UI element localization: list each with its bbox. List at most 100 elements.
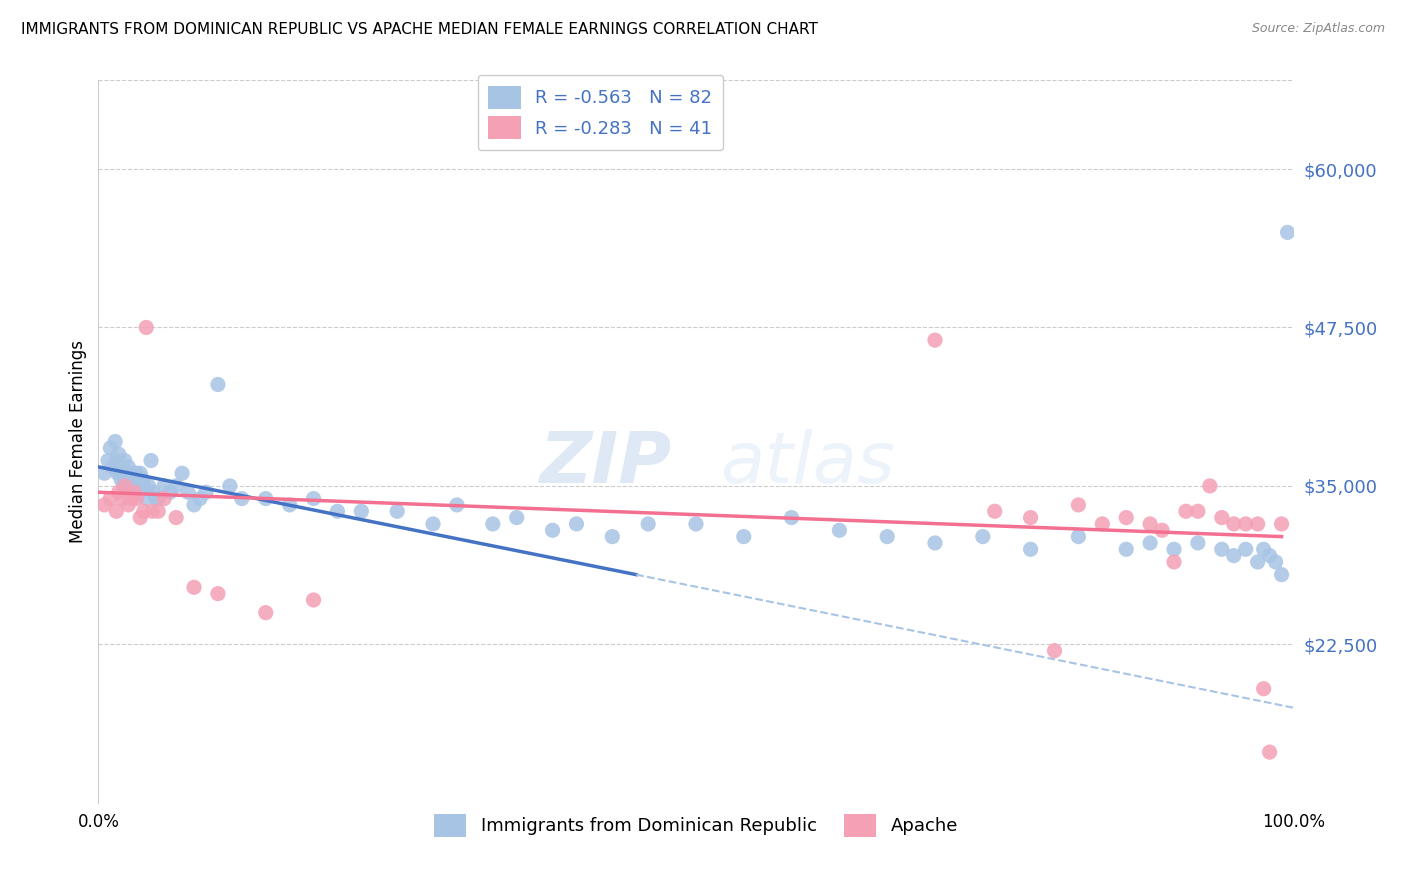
Point (219, 479, 242, 493)
Point (108, 467, 131, 481)
Point (138, 479, 160, 493)
Point (132, 504, 155, 518)
Text: Source: ZipAtlas.com: Source: ZipAtlas.com (1251, 22, 1385, 36)
Point (1067, 530, 1090, 544)
Point (278, 498, 301, 512)
Point (117, 498, 139, 512)
Point (125, 467, 148, 481)
Point (446, 498, 468, 512)
Point (121, 467, 143, 481)
Point (207, 587, 229, 601)
Point (828, 523, 851, 537)
Point (506, 510, 529, 524)
Point (117, 459, 139, 474)
Point (122, 479, 145, 493)
Point (105, 453, 128, 467)
Point (120, 479, 142, 493)
Point (984, 504, 1007, 518)
Point (1271, 516, 1294, 531)
Point (142, 485, 165, 500)
Point (1199, 479, 1222, 493)
Point (565, 516, 588, 531)
Point (124, 473, 146, 487)
Point (1253, 681, 1275, 696)
Point (326, 504, 349, 518)
Point (1019, 542, 1042, 557)
Point (1163, 542, 1185, 557)
Point (1091, 516, 1114, 531)
Point (135, 320, 157, 334)
Point (1163, 555, 1185, 569)
Point (481, 516, 505, 531)
Point (1152, 523, 1174, 537)
Point (131, 473, 153, 487)
Point (172, 467, 194, 481)
Point (107, 467, 129, 481)
Point (107, 447, 129, 461)
Point (1211, 510, 1233, 524)
Point (135, 491, 157, 506)
Point (1258, 549, 1281, 563)
Point (97, 453, 120, 467)
Point (1115, 510, 1137, 524)
Point (254, 606, 277, 620)
Point (183, 498, 205, 512)
Point (422, 516, 444, 531)
Point (924, 333, 946, 347)
Point (1223, 516, 1246, 531)
Point (104, 434, 127, 449)
Point (145, 491, 167, 506)
Point (637, 516, 659, 531)
Point (105, 504, 128, 518)
Point (128, 485, 150, 500)
Point (111, 491, 134, 506)
Point (188, 491, 211, 506)
Text: ZIP: ZIP (540, 429, 672, 498)
Point (93, 498, 115, 512)
Point (112, 479, 135, 493)
Point (1277, 226, 1299, 240)
Point (114, 453, 136, 467)
Point (602, 530, 624, 544)
Point (1019, 510, 1042, 524)
Point (165, 510, 187, 524)
Point (153, 479, 176, 493)
Point (139, 453, 162, 467)
Point (124, 485, 146, 500)
Point (254, 491, 277, 506)
Point (195, 485, 218, 500)
Point (1234, 516, 1257, 531)
Point (132, 479, 155, 493)
Point (98, 441, 122, 455)
Point (1139, 536, 1161, 550)
Point (1043, 643, 1066, 657)
Point (1247, 516, 1270, 531)
Point (231, 491, 253, 506)
Point (115, 467, 138, 481)
Point (876, 530, 898, 544)
Point (1258, 745, 1281, 759)
Point (1223, 549, 1246, 563)
Point (131, 479, 153, 493)
Point (101, 459, 124, 474)
Point (98, 491, 122, 506)
Point (1253, 542, 1275, 557)
Point (685, 516, 707, 531)
Point (385, 504, 409, 518)
Point (1187, 536, 1209, 550)
Point (93, 467, 115, 481)
Point (183, 580, 205, 594)
Point (972, 530, 994, 544)
Point (107, 485, 129, 500)
Point (165, 479, 187, 493)
Point (1264, 555, 1286, 569)
Point (1067, 498, 1090, 512)
Point (148, 504, 170, 518)
Text: IMMIGRANTS FROM DOMINICAN REPUBLIC VS APACHE MEDIAN FEMALE EARNINGS CORRELATION : IMMIGRANTS FROM DOMINICAN REPUBLIC VS AP… (21, 22, 818, 37)
Point (177, 485, 200, 500)
Point (148, 491, 170, 506)
Point (1139, 516, 1161, 531)
Point (302, 593, 325, 607)
Point (1234, 542, 1257, 557)
Point (118, 473, 141, 487)
